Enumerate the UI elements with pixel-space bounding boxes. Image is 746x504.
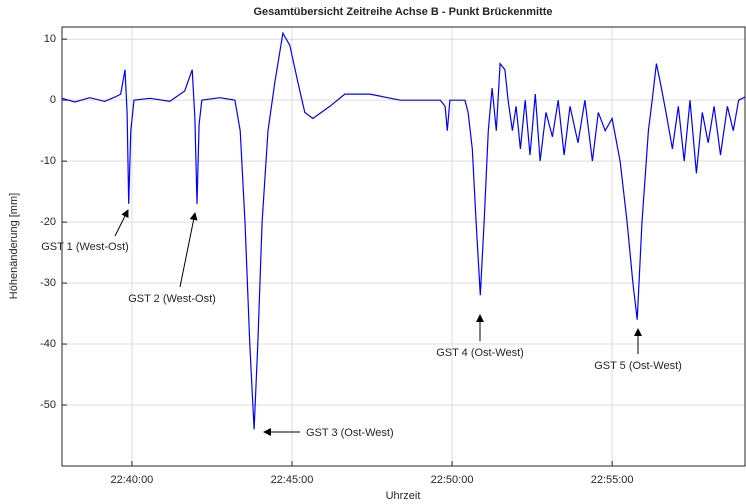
y-tick-label: -30	[40, 277, 56, 289]
data-line	[61, 31, 746, 430]
annotation-arrow	[114, 209, 129, 237]
y-tick-label: -50	[40, 399, 56, 411]
y-tick-label: 0	[50, 94, 56, 106]
y-tick-label: -20	[40, 216, 56, 228]
y-tick-label: -40	[40, 338, 56, 350]
annotation: GST 4 (Ost-West)	[436, 347, 524, 359]
annotation-arrow	[179, 212, 198, 288]
annotation: GST 5 (Ost-West)	[594, 360, 682, 372]
annotation: GST 3 (Ost-West)	[306, 427, 394, 439]
x-axis-label: Uhrzeit	[386, 490, 421, 502]
annotation: GST 1 (West-Ost)	[41, 241, 129, 253]
y-tick-label: -10	[40, 155, 56, 167]
annotation: GST 2 (West-Ost)	[128, 293, 216, 305]
plot-frame	[61, 26, 746, 467]
chart-title: Gesamtübersicht Zeitreihe Achse B - Punk…	[253, 6, 552, 18]
y-axis-label: Höhenänderung [mm]	[8, 193, 20, 299]
y-tick-label: 10	[44, 33, 56, 45]
x-tick-label: 22:40:00	[110, 474, 153, 486]
x-tick-label: 22:45:00	[271, 474, 314, 486]
x-tick-label: 22:55:00	[591, 474, 634, 486]
x-tick-label: 22:50:00	[431, 474, 474, 486]
